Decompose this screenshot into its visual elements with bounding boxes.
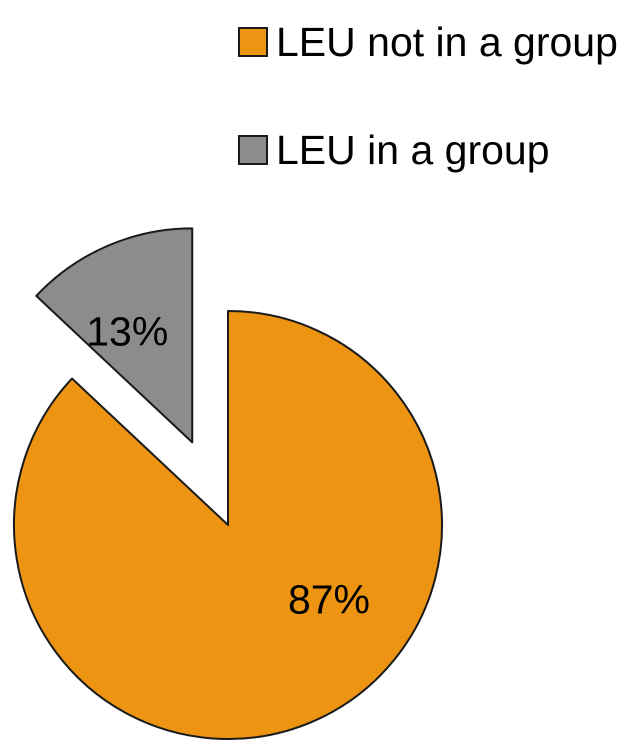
data-label-leu-in-a-group: 13% [86,308,168,354]
legend-swatch-leu-in-group [238,135,268,165]
legend-item-leu-in-group: LEU in a group [238,120,618,180]
legend-label-leu-not-in-group: LEU not in a group [276,18,618,65]
legend-label-leu-in-group: LEU in a group [276,126,550,173]
legend-swatch-leu-not-in-group [238,27,268,57]
pie-slice-leu-not-in-a-group [13,310,443,740]
chart-legend: LEU not in a group LEU in a group [238,12,618,228]
data-label-leu-not-in-a-group: 87% [288,577,370,623]
pie-slice-leu-in-a-group [35,227,194,444]
legend-item-leu-not-in-group: LEU not in a group [238,12,618,72]
